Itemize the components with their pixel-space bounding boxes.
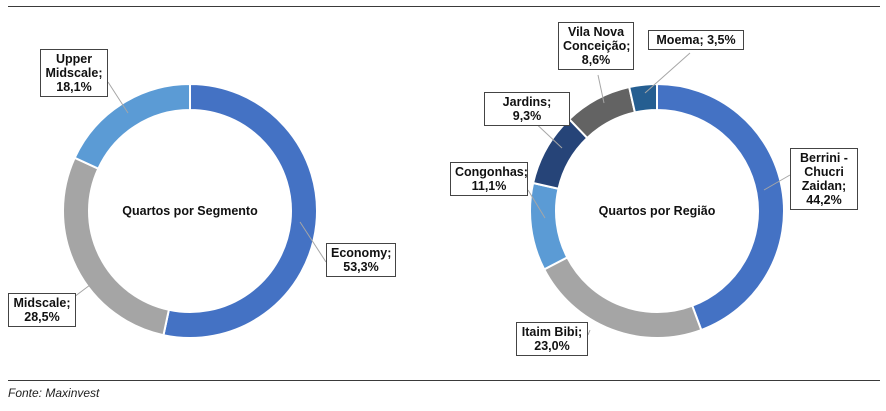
label-economy: Economy; 53,3% [326,243,396,277]
label-itaim-bibi-value: 23,0% [534,339,570,353]
slice-segmento-0 [162,82,318,339]
label-upper-midscale-value: 18,1% [56,80,92,94]
slice-segmento-2 [73,82,191,171]
label-jardins: Jardins; 9,3% [484,92,570,126]
label-congonhas-value: 11,1% [471,179,507,193]
label-congonhas: Congonhas; 11,1% [450,162,528,196]
label-vila-nova-name: Vila Nova Conceição; [563,25,631,53]
label-economy-name: Economy; [331,246,392,260]
center-label-regiao: Quartos por Região [599,204,716,218]
leader-segmento-2 [107,81,129,114]
label-itaim-bibi-name: Itaim Bibi; [521,325,583,339]
label-jardins-name: Jardins [502,95,548,109]
center-label-segmento: Quartos por Segmento [122,204,258,218]
slice-regiao-5 [628,82,658,114]
slice-segmento-1 [62,156,171,337]
label-berrini-name: Berrini - Chucri Zaidan; [800,151,848,193]
label-moema: Moema; 3,5% [648,30,744,50]
leader-regiao-2 [527,189,546,219]
label-moema-name: Moema [656,33,700,47]
source-note: Fonte: Maxinvest [8,386,100,400]
slice-regiao-2 [529,181,569,271]
label-congonhas-name: Congonhas; [455,165,528,179]
leader-regiao-0 [763,174,791,191]
label-midscale: Midscale; 28,5% [8,293,76,327]
label-itaim-bibi: Itaim Bibi; 23,0% [516,322,588,356]
bottom-rule [8,380,880,381]
label-midscale-name: Midscale; [13,296,71,310]
label-upper-midscale-name: Upper Midscale; [45,52,103,80]
label-vila-nova: Vila Nova Conceição; 8,6% [558,22,634,70]
leader-regiao-4 [597,74,605,104]
label-moema-value: 3,5% [707,33,736,47]
label-midscale-value: 28,5% [24,310,60,324]
leader-segmento-0 [299,221,327,263]
label-vila-nova-value: 8,6% [581,53,611,67]
leader-regiao-5 [644,52,691,94]
label-upper-midscale: Upper Midscale; 18,1% [40,49,108,97]
label-jardins-value: 9,3% [512,109,542,123]
label-berrini-value: 44,2% [806,193,842,207]
leader-regiao-1 [587,329,591,336]
top-rule [8,6,880,7]
label-economy-value: 53,3% [343,260,379,274]
label-berrini: Berrini - Chucri Zaidan; 44,2% [790,148,858,210]
